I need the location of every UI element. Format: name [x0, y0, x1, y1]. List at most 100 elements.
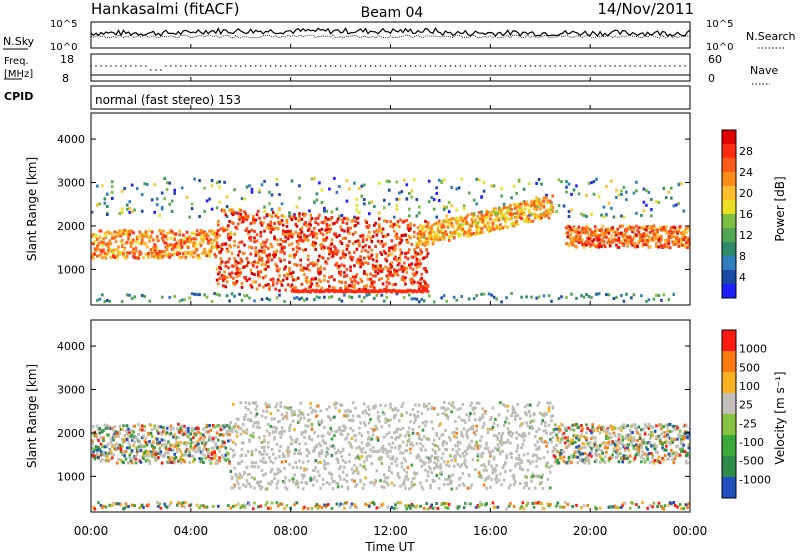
power-cell — [178, 233, 181, 237]
power-y-tick-label-4000: 4000 — [57, 133, 85, 146]
power-cell — [447, 238, 451, 242]
power-cell — [379, 241, 382, 245]
power-cell — [98, 202, 102, 206]
velocity-cell — [112, 428, 115, 432]
power-cell — [353, 283, 356, 287]
velocity-cell — [341, 424, 345, 428]
power-cell — [675, 203, 678, 207]
power-cell — [262, 276, 265, 280]
velocity-cell — [427, 438, 431, 442]
power-cell — [227, 224, 230, 228]
nave-dot — [409, 65, 412, 67]
power-cell — [328, 187, 331, 191]
power-cell — [542, 294, 546, 298]
velocity-cell — [310, 438, 314, 442]
velocity-cell — [515, 431, 518, 435]
velocity-cell — [359, 421, 362, 425]
power-cell — [233, 232, 236, 236]
nave-dot — [624, 65, 626, 67]
velocity-cell — [507, 421, 511, 425]
power-cell — [586, 231, 589, 234]
velocity-cell — [421, 487, 425, 491]
power-cell — [305, 235, 309, 239]
power-cell — [360, 279, 364, 283]
power-cell — [490, 227, 493, 231]
power-cell — [343, 216, 346, 220]
velocity-cell — [244, 413, 248, 417]
velocity-cell — [469, 427, 472, 431]
velocity-cell — [143, 444, 146, 448]
velocity-cell — [499, 401, 502, 405]
velocity-cell — [154, 450, 158, 454]
power-cell — [370, 239, 374, 243]
power-cell — [345, 247, 349, 251]
velocity-cell — [481, 451, 485, 455]
power-cell — [421, 230, 425, 234]
power-cell — [325, 261, 329, 265]
velocity-cell — [153, 424, 156, 428]
velocity-cell — [91, 439, 94, 443]
power-cell — [595, 177, 598, 181]
power-cell — [243, 217, 246, 221]
power-cell — [462, 221, 466, 225]
power-cell — [180, 298, 184, 302]
power-cell — [198, 231, 201, 235]
power-cell — [391, 283, 395, 287]
frequency-panel: Freq. [MHz] 18 8 60 0 Nave — [4, 53, 778, 85]
velocity-cell — [188, 453, 191, 457]
velocity-cell — [233, 483, 236, 487]
power-cell — [290, 235, 294, 239]
power-cell — [678, 225, 682, 229]
velocity-cell — [399, 433, 402, 437]
power-cell — [346, 286, 350, 290]
velocity-cell — [502, 478, 506, 482]
power-cell — [301, 248, 305, 252]
power-cell — [640, 294, 643, 298]
power-cell — [590, 296, 593, 300]
velocity-cell — [393, 431, 396, 435]
power-cell — [323, 206, 326, 210]
power-cell — [154, 255, 158, 259]
velocity-cell — [168, 503, 171, 507]
power-cell — [138, 230, 141, 234]
power-cell — [442, 235, 446, 239]
velocity-cell — [294, 448, 297, 452]
nave-dot — [424, 65, 427, 67]
power-cell — [612, 229, 616, 233]
power-cell — [358, 244, 361, 248]
power-cell — [370, 248, 374, 252]
power-cell — [576, 237, 579, 241]
velocity-cell — [237, 417, 240, 421]
velocity-cell — [442, 406, 446, 410]
power-cell — [657, 294, 661, 298]
velocity-cell — [139, 449, 143, 452]
power-cell — [615, 195, 618, 199]
freq-unit-label: [MHz] — [4, 69, 33, 80]
velocity-cell — [313, 475, 316, 479]
power-cell — [328, 230, 331, 234]
velocity-cell — [124, 457, 128, 461]
velocity-cell — [296, 421, 300, 424]
nave-dot — [439, 65, 442, 67]
power-cell — [435, 186, 438, 190]
power-cell — [137, 256, 140, 260]
velocity-cell — [169, 428, 173, 432]
power-cell — [376, 264, 380, 268]
power-cell — [296, 242, 300, 246]
power-cell — [305, 297, 309, 301]
power-cell — [640, 226, 643, 230]
power-cell — [413, 248, 416, 251]
power-cell — [285, 218, 289, 222]
power-cell — [687, 226, 690, 229]
power-cell — [314, 217, 317, 221]
power-cell — [636, 228, 639, 232]
velocity-cell — [225, 424, 229, 428]
power-cell — [263, 179, 266, 183]
power-cell — [188, 296, 191, 300]
power-cell — [354, 231, 357, 234]
velocity-cell — [263, 434, 266, 438]
velocity-cell — [476, 452, 480, 456]
power-cell — [265, 254, 269, 258]
nave-dot — [175, 65, 177, 67]
